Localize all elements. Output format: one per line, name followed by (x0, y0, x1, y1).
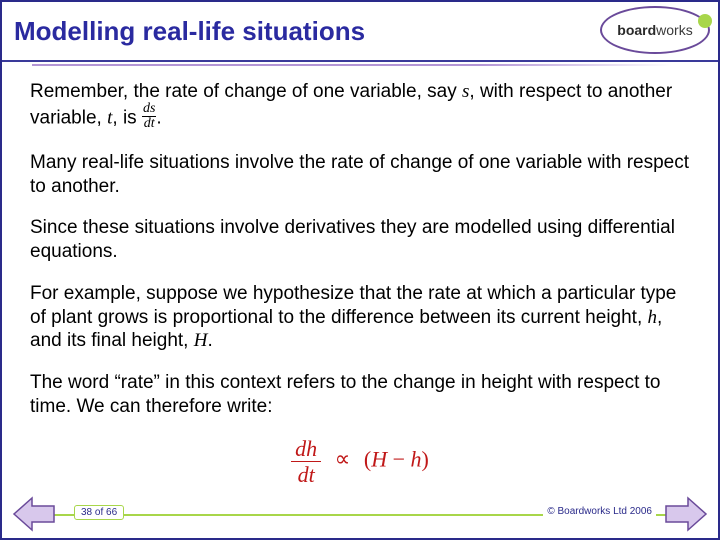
paragraph-2: Many real-life situations involve the ra… (30, 151, 690, 199)
eq-H: H (371, 446, 387, 471)
paragraph-1: Remember, the rate of change of one vari… (30, 80, 690, 133)
slide-body: Remember, the rate of change of one vari… (2, 62, 718, 486)
p1-text-a: Remember, the rate of change of one vari… (30, 81, 462, 102)
eq-frac-den: dt (291, 462, 321, 486)
arrow-left-icon (12, 496, 56, 532)
eq-rhs: (H − h) (364, 446, 429, 471)
paragraph-4: For example, suppose we hypothesize that… (30, 282, 690, 353)
eq-fraction: dh dt (291, 437, 321, 486)
logo-suffix: works (656, 22, 693, 38)
paragraph-3: Since these situations involve derivativ… (30, 216, 690, 264)
p1-text-c: , is (112, 107, 142, 128)
next-button[interactable] (664, 496, 708, 532)
p1-frac-num: ds (142, 102, 156, 117)
equation: dh dt ∝ (H − h) (30, 437, 690, 486)
p4-text-a: For example, suppose we hypothesize that… (30, 283, 676, 328)
eq-minus: − (387, 446, 410, 471)
slide: Modelling real-life situations boardwork… (0, 0, 720, 540)
eq-paren-close: ) (422, 446, 429, 471)
p1-fraction: dsdt (142, 102, 156, 131)
logo-text: boardworks (617, 22, 692, 38)
page-indicator: 38 of 66 (74, 505, 124, 520)
p1-frac-den: dt (142, 117, 156, 131)
title-underline (2, 62, 718, 68)
eq-proportional: ∝ (327, 446, 359, 471)
slide-title: Modelling real-life situations (14, 16, 365, 47)
arrow-right-icon (664, 496, 708, 532)
footer: 38 of 66 © Boardworks Ltd 2006 (2, 502, 718, 530)
p1-text-d: . (156, 107, 161, 128)
prev-button[interactable] (12, 496, 56, 532)
p4-text-c: . (207, 330, 212, 351)
logo-prefix: board (617, 22, 656, 38)
title-bar: Modelling real-life situations boardwork… (2, 2, 718, 62)
brand-logo: boardworks (600, 6, 710, 58)
p4-var-h: h (648, 307, 658, 328)
eq-hh: h (411, 446, 422, 471)
paragraph-5: The word “rate” in this context refers t… (30, 371, 690, 419)
eq-frac-num: dh (291, 437, 321, 462)
p4-var-H: H (194, 330, 208, 351)
logo-ellipse: boardworks (600, 6, 710, 54)
logo-dot-icon (698, 14, 712, 28)
copyright: © Boardworks Ltd 2006 (543, 505, 656, 518)
